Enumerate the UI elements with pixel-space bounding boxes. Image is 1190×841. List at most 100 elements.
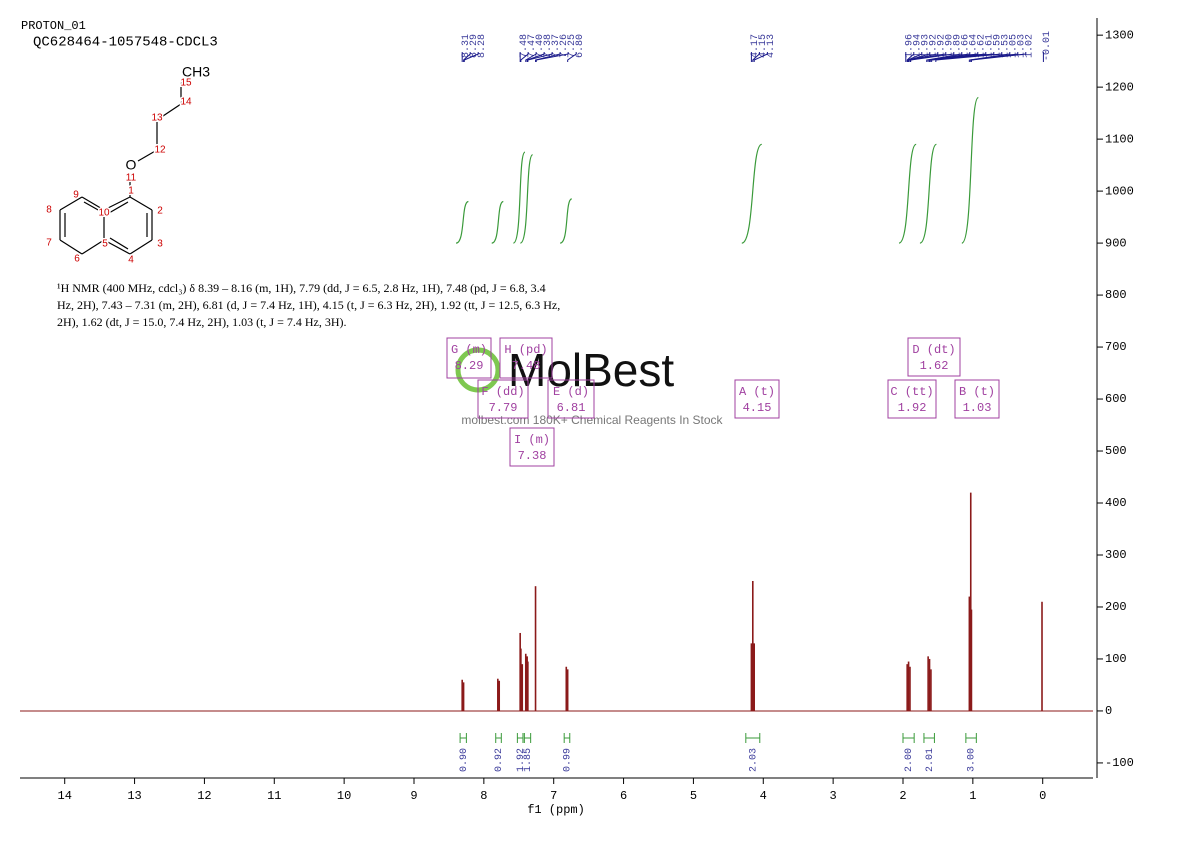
atom-label: 3 — [157, 239, 163, 250]
peak-connector — [931, 52, 995, 62]
y-tick-label: 700 — [1105, 340, 1127, 354]
peak-connector — [535, 52, 569, 62]
peak-connector — [527, 52, 553, 62]
peak-connector — [908, 52, 939, 62]
x-tick-label: 10 — [337, 789, 351, 803]
x-axis-label: f1 (ppm) — [527, 803, 585, 817]
tagline: molbest.com 180K+ Chemical Reagents In S… — [461, 413, 723, 427]
atom-label: 4 — [128, 255, 134, 266]
peak-label: 7.25 — [567, 34, 578, 58]
peak-label: -0.01 — [1042, 31, 1053, 61]
y-tick-label: 900 — [1105, 236, 1127, 250]
multiplet-shift: 1.92 — [898, 401, 927, 415]
integral-label: 3.00 — [967, 748, 978, 772]
multiplet-shift: 7.38 — [518, 449, 547, 463]
peak-connector — [970, 52, 1027, 62]
atom-label: CH3 — [182, 64, 210, 80]
peak-label: 1.96 — [904, 34, 915, 58]
atom-label: 12 — [154, 145, 166, 156]
x-tick-label: 12 — [197, 789, 211, 803]
peak-label: 1.92 — [936, 34, 947, 58]
integral-curve — [898, 143, 917, 244]
integral-bracket — [563, 733, 571, 743]
multiplet-label: B (t) — [959, 385, 995, 399]
peak-label: 8.29 — [469, 34, 480, 58]
atom-label: 7 — [46, 238, 52, 249]
integral-bracket — [516, 733, 524, 743]
integral-bracket — [923, 733, 935, 743]
y-tick-label: 800 — [1105, 288, 1127, 302]
peak-label: 1.92 — [928, 34, 939, 58]
multiplet-label: E (d) — [553, 385, 589, 399]
atom-label: 11 — [126, 173, 137, 184]
brand: MolBest — [508, 344, 674, 396]
multiplet-label: G (m) — [451, 343, 487, 357]
atom-label: 6 — [74, 254, 80, 265]
multiplet-label: F (dd) — [481, 385, 524, 399]
peak-label: 7.38 — [543, 34, 554, 58]
y-tick-label: 400 — [1105, 496, 1127, 510]
y-tick-label: 1100 — [1105, 132, 1134, 146]
peak-connector — [935, 52, 1003, 62]
integral-label: 0.92 — [494, 748, 505, 772]
integral-label: 0.90 — [459, 748, 470, 772]
multiplet-label: A (t) — [739, 385, 775, 399]
integral-bracket — [902, 733, 915, 743]
multiplet-shift: 1.03 — [963, 401, 992, 415]
x-tick-label: 4 — [760, 789, 767, 803]
multiplet-box — [954, 379, 1000, 419]
multiplet-shift: 7.48 — [512, 359, 541, 373]
atom-label: 8 — [46, 205, 52, 216]
integral-curve — [741, 143, 763, 244]
y-tick-label: 300 — [1105, 548, 1127, 562]
peak-connector — [910, 52, 955, 62]
multiplet-shift: 8.29 — [455, 359, 484, 373]
peak-label: 1.89 — [952, 34, 963, 58]
multiplet-box — [547, 379, 595, 419]
peak-label: 7.26 — [559, 34, 570, 58]
multiplet-shift: 7.79 — [489, 401, 518, 415]
peak-label: 1.66 — [960, 34, 971, 58]
multiplet-label: I (m) — [514, 433, 550, 447]
x-tick-label: 6 — [620, 789, 627, 803]
peak-label: 7.37 — [551, 34, 562, 58]
peak-connector — [520, 52, 529, 62]
atom-label: 15 — [180, 78, 192, 89]
peak-connector — [463, 52, 471, 62]
peak-connector — [567, 52, 577, 62]
description-line: Hz, 2H), 7.43 – 7.31 (m, 2H), 6.81 (d, J… — [57, 298, 560, 312]
integral-label: 2.01 — [925, 748, 936, 772]
x-tick-label: 0 — [1039, 789, 1046, 803]
description-line: 2H), 1.62 (dt, J = 15.0, 7.4 Hz, 2H), 1.… — [57, 315, 347, 329]
peak-label: 4.13 — [766, 34, 777, 58]
integral-bracket — [459, 733, 467, 743]
integral-bracket — [523, 733, 532, 743]
peak-connector — [906, 52, 915, 62]
multiplet-box — [907, 337, 961, 377]
y-tick-label: 1300 — [1105, 28, 1134, 42]
integral-label: 2.03 — [748, 748, 759, 772]
peak-connector — [926, 52, 963, 62]
multiplet-box — [509, 427, 555, 467]
multiplet-label: C (tt) — [890, 385, 933, 399]
peak-connector — [525, 52, 537, 62]
peak-connector — [526, 52, 545, 62]
multiplet-box — [446, 337, 492, 379]
y-tick-label: 200 — [1105, 600, 1127, 614]
y-tick-label: 100 — [1105, 652, 1127, 666]
integral-bracket — [495, 733, 502, 743]
integral-curve — [961, 96, 979, 244]
sample: QC628464-1057548-CDCL3 — [33, 35, 218, 51]
peak-label: 7.48 — [519, 34, 530, 58]
peak-connector — [535, 52, 561, 62]
atom-label: O — [126, 157, 137, 173]
x-tick-label: 11 — [267, 789, 281, 803]
x-tick-label: 13 — [127, 789, 141, 803]
peak-label: 8.28 — [477, 34, 488, 58]
peak-label: 6.80 — [575, 34, 586, 58]
integral-label: 0.99 — [563, 748, 574, 772]
peak-label: 1.59 — [992, 34, 1003, 58]
x-tick-label: 1 — [969, 789, 976, 803]
atom-label: 13 — [151, 113, 163, 124]
